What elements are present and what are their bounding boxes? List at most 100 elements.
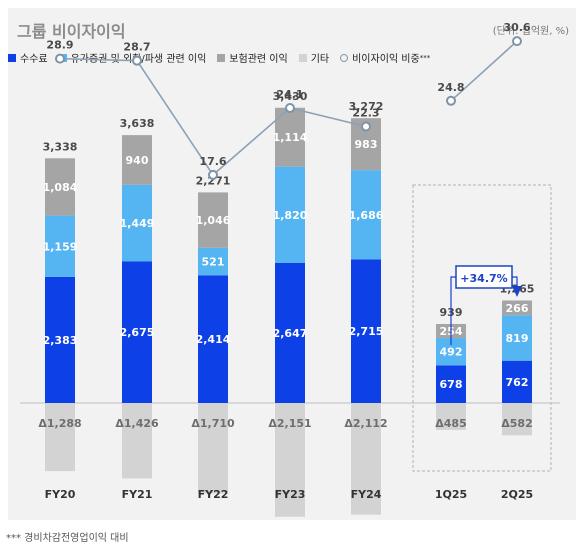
bar-segment-FY24-s1	[351, 170, 381, 260]
bar-label-1Q25-s0: 678	[440, 378, 463, 391]
total-label-FY20: 3,338	[43, 140, 78, 153]
bar-label-1Q25-s1: 492	[440, 346, 463, 359]
legend-label-ratio-sup: ***	[419, 53, 431, 62]
bar-label-FY20-s2: 1,084	[43, 181, 78, 194]
bar-segment-FY23-s0	[275, 262, 305, 403]
bar-segment-2Q25-s0	[502, 360, 532, 403]
x-tick-FY24: FY24	[351, 488, 382, 501]
bar-label-FY22-s2: 1,046	[196, 214, 231, 227]
legend-item-other: 기타	[298, 50, 330, 65]
legend-label-insurance: 보험관련 이익	[229, 54, 288, 65]
bar-label-2Q25-s0: 762	[506, 376, 529, 389]
bar-segment-2Q25-other	[502, 403, 532, 436]
bar-label-FY24-s2: 983	[355, 138, 378, 151]
bar-label-FY23-other: Δ2,151	[268, 417, 311, 430]
bar-segment-FY21-other	[122, 403, 152, 479]
legend-label-ratio: 비이자이익 비중	[352, 54, 420, 65]
bar-label-2Q25-s1: 819	[506, 332, 529, 345]
bar-label-FY24-s1: 1,686	[349, 209, 384, 222]
legend-swatch-fee	[8, 53, 16, 62]
ratio-point-FY23	[285, 103, 295, 114]
legend-label-fee: 수수료	[20, 54, 48, 65]
bar-segment-FY22-s0	[198, 275, 228, 403]
x-tick-FY21: FY21	[122, 488, 153, 501]
legend-swatch-insurance	[217, 53, 226, 62]
legend-swatch-other	[298, 53, 307, 62]
bar-label-FY20-other: Δ1,288	[38, 417, 81, 430]
total-label-FY24: 3,272	[349, 100, 384, 113]
ratio-point-2Q25	[512, 36, 522, 47]
bar-segment-FY20-s0	[45, 276, 75, 403]
unit-label: (단위: 십억원, %)	[492, 26, 569, 37]
ratio-label-FY24: 22.3	[352, 107, 379, 120]
bar-segment-FY20-s2	[45, 158, 75, 216]
x-tick-1Q25: 1Q25	[435, 488, 467, 501]
bar-label-FY22-other: Δ1,710	[191, 417, 235, 430]
growth-connector-right	[512, 276, 518, 288]
ratio-point-FY20	[55, 53, 65, 64]
bar-label-FY23-s1: 1,820	[273, 209, 308, 222]
ratio-label-1Q25: 24.8	[437, 81, 464, 94]
bar-label-FY21-s2: 940	[126, 154, 149, 167]
growth-label: +34.7%	[460, 272, 507, 285]
ratio-label-FY21: 28.7	[123, 41, 150, 54]
bar-label-FY24-other: Δ2,112	[344, 417, 387, 430]
total-label-FY21: 3,638	[120, 117, 155, 130]
ratio-label-FY20: 28.9	[46, 39, 73, 52]
ratio-point-FY22	[208, 169, 218, 180]
total-label-FY22: 2,271	[196, 174, 231, 187]
bar-label-2Q25-other: Δ582	[501, 417, 532, 430]
bar-segment-1Q25-other	[436, 403, 466, 430]
bar-segment-FY22-other	[198, 403, 228, 494]
chart-title: 그룹 비이자이익	[17, 22, 126, 41]
x-tick-FY23: FY23	[275, 488, 306, 501]
bar-segment-2Q25-s2	[502, 300, 532, 316]
legend-label-other: 기타	[310, 54, 330, 65]
footnote: *** 경비차감전영업이익 대비	[6, 533, 129, 544]
x-tick-FY20: FY20	[45, 488, 76, 501]
ratio-label-FY23: 24.1	[276, 88, 303, 101]
bar-segment-FY20-other	[45, 403, 75, 472]
bar-label-FY22-s1: 521	[202, 256, 225, 269]
bar-segment-FY23-s1	[275, 166, 305, 263]
bar-label-FY21-s0: 2,675	[120, 326, 155, 339]
bar-label-FY20-s0: 2,383	[43, 334, 78, 347]
x-tick-2Q25: 2Q25	[501, 488, 533, 501]
x-tick-FY22: FY22	[198, 488, 229, 501]
ratio-point-FY21	[132, 55, 142, 66]
total-label-FY23: 3,430	[273, 90, 308, 103]
bar-segment-FY21-s1	[122, 184, 152, 262]
bar-segment-FY24-other	[351, 403, 381, 515]
ratio-point-1Q25	[446, 95, 456, 106]
bar-label-FY23-s0: 2,647	[273, 327, 308, 340]
growth-connector-left	[450, 276, 456, 345]
ratio-point-FY24	[361, 121, 371, 132]
bar-label-FY23-s2: 1,114	[273, 131, 308, 144]
growth-arrow-icon	[512, 286, 522, 297]
legend-item-ratio: 비이자이익 비중 ***	[340, 50, 430, 65]
bar-label-1Q25-other: Δ485	[435, 417, 466, 430]
legend-ring-icon	[340, 53, 349, 62]
bar-segment-FY23-other	[275, 403, 305, 517]
quarter-box	[412, 184, 552, 472]
bar-label-FY22-s0: 2,414	[196, 333, 231, 346]
ratio-label-2Q25: 30.6	[503, 21, 530, 34]
legend-item-insurance: 보험관련 이익	[217, 50, 288, 65]
legend-item-fee: 수수료	[8, 50, 48, 65]
ratio-label-FY22: 17.6	[199, 155, 226, 168]
bar-segment-FY20-s1	[45, 215, 75, 277]
bar-segment-FY21-s2	[122, 135, 152, 185]
bar-segment-FY22-s2	[198, 192, 228, 248]
bar-segment-2Q25-s1	[502, 315, 532, 361]
bar-segment-FY21-s0	[122, 261, 152, 403]
bar-label-FY24-s0: 2,715	[349, 325, 384, 338]
bar-segment-FY24-s0	[351, 259, 381, 403]
bar-label-FY20-s1: 1,159	[43, 240, 78, 253]
bar-label-FY21-s1: 1,449	[120, 217, 155, 230]
bar-segment-FY22-s1	[198, 247, 228, 276]
bar-label-2Q25-s2: 266	[506, 302, 529, 315]
bar-segment-1Q25-s0	[436, 365, 466, 403]
ratio-line-quarterly	[450, 40, 518, 102]
bar-label-FY21-other: Δ1,426	[115, 417, 159, 430]
